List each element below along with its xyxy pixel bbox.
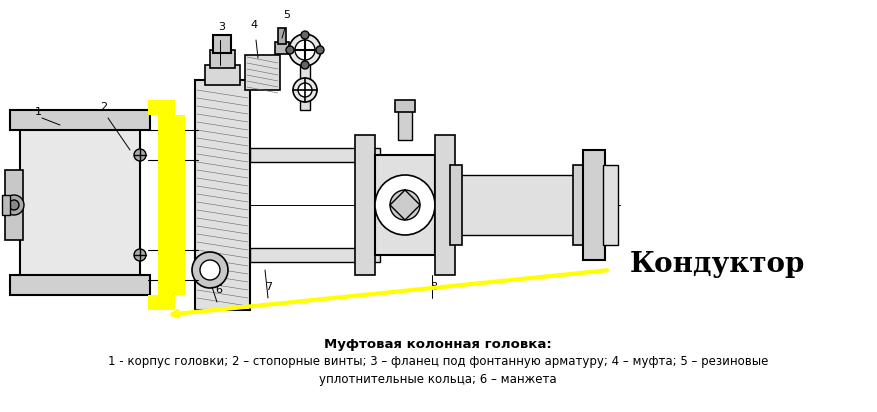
Circle shape [301,61,309,69]
Text: 7: 7 [265,282,272,292]
Circle shape [293,78,317,102]
Text: 1 - корпус головки; 2 – стопорные винты; 3 – фланец под фонтанную арматуру; 4 – : 1 - корпус головки; 2 – стопорные винты;… [108,355,768,368]
Text: уплотнительные кольца; 6 – манжета: уплотнительные кольца; 6 – манжета [319,373,557,386]
Circle shape [298,83,312,97]
Bar [355,135,375,275]
Circle shape [289,34,321,66]
Text: Муфтовая колонная головка:: Муфтовая колонная головка: [324,338,552,351]
Bar [300,55,310,110]
Circle shape [316,46,324,54]
Text: 1: 1 [35,107,42,117]
Bar [583,150,605,260]
Bar [278,28,286,44]
Bar [10,110,150,130]
Circle shape [134,149,146,161]
Bar [213,35,231,53]
Bar [195,80,250,310]
Bar [275,42,289,54]
Bar [398,110,412,140]
Circle shape [192,252,228,288]
Bar [10,275,150,295]
Circle shape [200,260,220,280]
Circle shape [295,40,315,60]
Bar [245,55,280,90]
Text: 5: 5 [283,10,290,20]
Circle shape [134,249,146,261]
Bar [5,170,23,240]
Text: 4: 4 [250,20,257,30]
Text: 6: 6 [215,285,222,295]
Text: 8: 8 [430,282,437,292]
Bar [2,195,10,215]
Circle shape [9,200,19,210]
Bar [395,100,415,112]
Bar [20,120,140,285]
Bar [603,165,618,245]
Circle shape [375,175,435,235]
Circle shape [286,46,294,54]
Text: 3: 3 [218,22,225,32]
Bar [573,165,585,245]
Circle shape [301,31,309,39]
Bar [455,175,575,235]
Bar [375,155,435,255]
Bar [250,148,380,162]
Bar [450,165,462,245]
Bar [210,50,235,68]
Bar [435,135,455,275]
Text: Кондуктор: Кондуктор [630,251,805,279]
Circle shape [4,195,24,215]
Text: 2: 2 [100,102,107,112]
Bar [205,65,240,85]
Polygon shape [148,100,185,310]
Bar [250,248,380,262]
Circle shape [390,190,420,220]
